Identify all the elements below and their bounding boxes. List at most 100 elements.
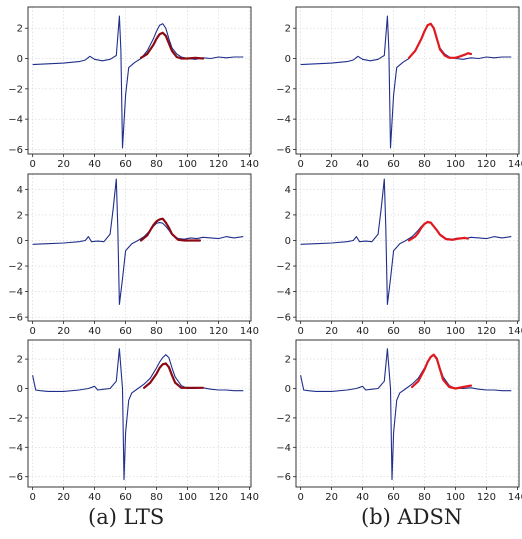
y-tick-label: −2 [8,84,23,95]
y-tick-label: −6 [8,472,23,483]
axes-frame [27,6,252,155]
x-tick-label: 20 [325,492,338,503]
x-tick-label: 60 [387,159,400,170]
axes-frame [27,173,252,322]
x-tick-label: 80 [418,326,431,337]
y-tick-label: −4 [8,443,23,454]
x-tick-label: 120 [477,159,496,170]
x-tick-label: 80 [150,492,163,503]
panel-4: 0 20 40 60 80 100 120 140 −6 −4 −2 0 2 4 [276,173,522,337]
y-tick-label: −2 [8,413,23,424]
y-tick-label: −2 [276,413,291,424]
y-tick-label: 0 [285,54,291,65]
x-tick-label: 100 [446,326,465,337]
y-tick-label: −6 [276,145,291,156]
x-tick-label: 0 [29,326,35,337]
x-tick-label: 120 [209,159,228,170]
y-tick-label: −4 [276,287,291,298]
x-tick-label: 140 [508,326,522,337]
y-tick-label: −4 [276,115,291,126]
x-tick-label: 120 [209,326,228,337]
signal-line [32,15,244,149]
x-tick-label: 0 [297,326,303,337]
y-tick-label: −4 [8,287,23,298]
x-tick-label: 120 [477,492,496,503]
y-tick-label: −4 [8,115,23,126]
signal-line [32,178,244,305]
y-tick-label: −2 [276,262,291,273]
panel-1: 0 20 40 60 80 100 120 140 −6 −4 −2 0 2 [8,6,259,170]
y-tick-label: 0 [285,384,291,395]
x-tick-label: 60 [119,492,132,503]
y-tick-label: −6 [8,145,23,156]
x-tick-label: 140 [508,159,522,170]
signal-line [300,15,512,149]
y-tick-label: 2 [17,355,23,366]
x-tick-label: 40 [356,326,369,337]
y-tick-label: −6 [276,472,291,483]
x-tick-label: 140 [240,492,259,503]
x-tick-label: 60 [387,492,400,503]
y-tick-label: 0 [17,384,23,395]
signal-line [32,348,244,481]
x-tick-label: 100 [178,159,197,170]
panel-5: 0 20 40 60 80 100 120 140 −6 −4 −2 0 2 [8,339,259,503]
y-tick-label: 2 [285,355,291,366]
fit-line [407,220,469,242]
x-tick-label: 80 [150,159,163,170]
panel-2: 0 20 40 60 80 100 120 140 −6 −4 −2 0 2 [276,6,522,170]
fit-line [407,22,473,59]
axes-frame [295,6,520,155]
y-tick-label: −2 [276,84,291,95]
x-tick-label: 20 [57,492,70,503]
x-tick-label: 20 [57,326,70,337]
y-tick-label: 4 [285,185,291,196]
x-tick-label: 80 [418,159,431,170]
x-tick-label: 80 [418,492,431,503]
panel-6: 0 20 40 60 80 100 120 140 −6 −4 −2 0 2 [276,339,522,503]
x-tick-label: 40 [356,159,369,170]
axes-frame [295,173,520,322]
x-tick-label: 140 [240,159,259,170]
fit-line [139,31,205,60]
x-tick-label: 20 [325,326,338,337]
y-tick-label: 2 [285,24,291,35]
y-tick-label: 2 [17,210,23,221]
x-tick-label: 0 [29,492,35,503]
axes-frame [295,339,520,488]
fit-line [143,362,205,389]
panel-3: 0 20 40 60 80 100 120 140 −6 −4 −2 0 2 4 [8,173,259,337]
x-tick-label: 0 [297,159,303,170]
y-tick-label: 0 [17,54,23,65]
x-tick-label: 40 [356,492,369,503]
x-tick-label: 140 [508,492,522,503]
x-tick-label: 60 [119,159,132,170]
x-tick-label: 20 [325,159,338,170]
caption-lts: (a) LTS [88,505,165,529]
signal-line [300,178,512,305]
x-tick-label: 100 [178,492,197,503]
x-tick-label: 140 [240,326,259,337]
x-tick-label: 0 [297,492,303,503]
x-tick-label: 20 [57,159,70,170]
x-tick-label: 80 [150,326,163,337]
y-tick-label: −2 [8,262,23,273]
axes-frame [27,339,252,488]
x-tick-label: 120 [477,326,496,337]
y-tick-label: −6 [8,313,23,324]
y-tick-label: 2 [285,210,291,221]
y-tick-label: −4 [276,443,291,454]
x-tick-label: 120 [209,492,228,503]
fit-line [411,353,473,390]
x-tick-label: 40 [88,326,101,337]
x-tick-label: 40 [88,492,101,503]
x-tick-label: 100 [446,492,465,503]
y-tick-label: 2 [17,24,23,35]
y-tick-label: −6 [276,313,291,324]
x-tick-label: 100 [178,326,197,337]
x-tick-label: 60 [387,326,400,337]
y-tick-label: 0 [285,236,291,247]
x-tick-label: 100 [446,159,465,170]
x-tick-label: 0 [29,159,35,170]
